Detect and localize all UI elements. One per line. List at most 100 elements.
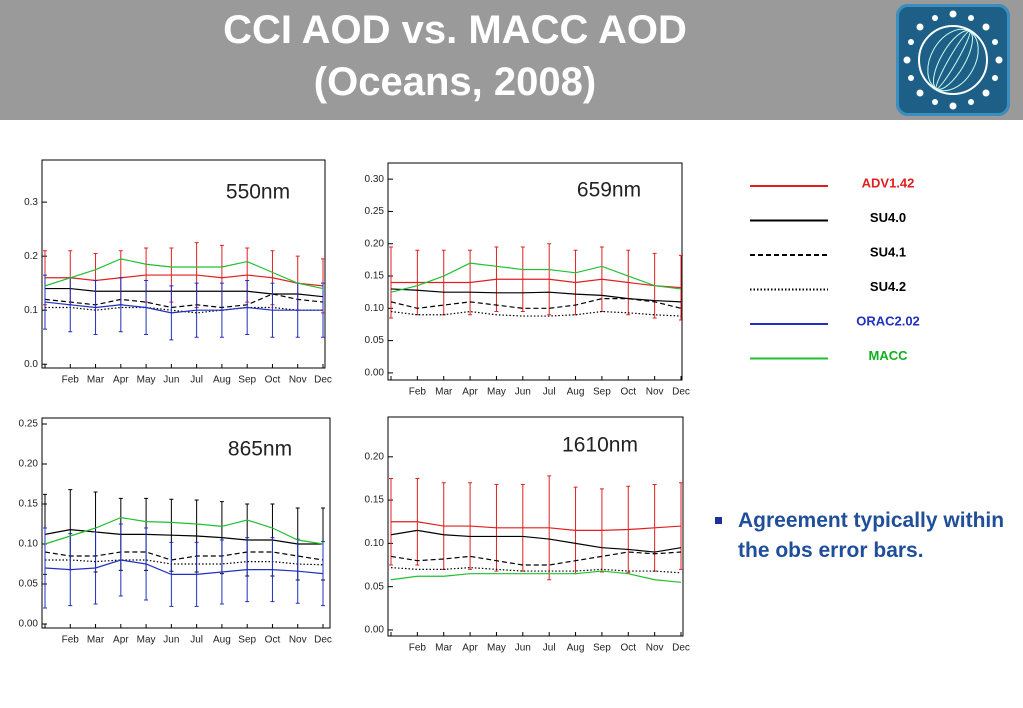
series-line xyxy=(44,293,324,309)
y-tick-label: 0.20 xyxy=(19,459,39,470)
x-tick-label: Nov xyxy=(646,643,664,654)
x-tick-label: Dec xyxy=(314,375,332,386)
x-tick-label: May xyxy=(137,635,156,646)
y-tick-label: 0.00 xyxy=(19,619,39,630)
y-tick-label: 0.05 xyxy=(365,335,385,346)
y-tick-label: 0.2 xyxy=(24,251,38,262)
series-line xyxy=(45,274,324,287)
series-line xyxy=(45,287,324,298)
x-tick-label: Dec xyxy=(314,635,332,646)
x-tick-label: Aug xyxy=(567,643,585,654)
y-tick-label: 0.10 xyxy=(19,539,39,550)
legend-label: SU4.2 xyxy=(870,279,906,294)
chart-label: 1610nm xyxy=(562,434,638,457)
series-line xyxy=(45,306,323,314)
series-line xyxy=(391,521,682,531)
y-tick-label: 0.25 xyxy=(19,419,39,430)
x-tick-label: Apr xyxy=(462,387,478,398)
y-tick-label: 0.05 xyxy=(19,579,39,590)
header-band xyxy=(0,0,1023,120)
y-tick-label: 0.0 xyxy=(24,359,38,370)
x-tick-label: Jun xyxy=(163,635,179,646)
plot-frame xyxy=(387,162,683,381)
y-tick-label: 0.30 xyxy=(365,174,385,185)
slide-title: (Oceans, 2008) xyxy=(313,60,597,104)
logo-art xyxy=(903,10,1003,110)
series-line xyxy=(44,551,324,561)
bullet-text: Agreement typically within the obs error… xyxy=(738,509,1005,562)
plot-frame xyxy=(387,416,684,637)
y-tick-label: 0.3 xyxy=(24,197,38,208)
x-tick-label: Mar xyxy=(87,635,105,646)
y-tick-label: 0.05 xyxy=(365,581,385,592)
x-tick-label: May xyxy=(487,643,506,654)
series-line xyxy=(390,310,682,317)
x-tick-label: Oct xyxy=(265,635,281,646)
plot-frame xyxy=(41,159,326,369)
series-line xyxy=(44,301,323,314)
x-tick-label: Jul xyxy=(543,643,556,654)
x-tick-label: Feb xyxy=(409,643,427,654)
error-bar xyxy=(43,274,47,330)
x-tick-label: Oct xyxy=(620,643,636,654)
y-tick-label: 0.20 xyxy=(365,451,385,462)
legend-label: SU4.1 xyxy=(870,244,906,259)
series-line xyxy=(390,570,682,583)
legend-label: MACC xyxy=(869,348,909,363)
series-line xyxy=(390,262,682,293)
x-tick-label: Sep xyxy=(593,643,611,654)
x-tick-label: Feb xyxy=(62,375,80,386)
x-tick-label: Jun xyxy=(515,387,531,398)
y-tick-label: 0.25 xyxy=(365,206,385,217)
y-tick-label: 0.00 xyxy=(365,368,385,379)
series-line xyxy=(45,559,324,566)
x-tick-label: Aug xyxy=(213,375,231,386)
x-tick-label: Mar xyxy=(87,375,105,386)
legend-label: ORAC2.02 xyxy=(856,313,920,328)
y-tick-label: 0.15 xyxy=(365,271,385,282)
x-tick-label: Aug xyxy=(567,387,585,398)
x-tick-label: Mar xyxy=(435,643,453,654)
logo xyxy=(896,4,1010,116)
x-tick-label: Jun xyxy=(515,643,531,654)
legend-label: SU4.0 xyxy=(870,210,906,225)
series-line xyxy=(390,529,682,553)
series-line xyxy=(44,559,324,575)
error-bar xyxy=(679,254,683,321)
chart-label: 865nm xyxy=(228,438,292,461)
y-tick-label: 0.1 xyxy=(24,305,38,316)
x-tick-label: May xyxy=(487,387,506,398)
x-tick-label: Apr xyxy=(462,643,478,654)
x-tick-label: Dec xyxy=(672,643,690,654)
y-tick-label: 0.10 xyxy=(365,538,385,549)
x-tick-label: Feb xyxy=(409,387,427,398)
series-line xyxy=(390,567,682,574)
x-tick-label: May xyxy=(137,375,156,386)
plot-frame xyxy=(41,417,331,629)
series-line xyxy=(391,278,682,289)
x-tick-label: Oct xyxy=(620,387,636,398)
x-tick-label: Jul xyxy=(543,387,556,398)
y-tick-label: 0.15 xyxy=(365,495,385,506)
x-tick-label: Jul xyxy=(190,375,203,386)
bullet-marker xyxy=(715,517,722,524)
x-tick-label: Nov xyxy=(646,387,664,398)
series-line xyxy=(44,258,324,290)
x-tick-label: Nov xyxy=(289,635,307,646)
x-tick-label: Dec xyxy=(672,387,690,398)
x-tick-label: Jun xyxy=(163,375,179,386)
x-tick-label: Sep xyxy=(238,635,256,646)
series-line xyxy=(44,516,324,545)
x-tick-label: Sep xyxy=(593,387,611,398)
x-tick-label: Aug xyxy=(213,635,231,646)
y-tick-label: 0.15 xyxy=(19,499,39,510)
slide-title: CCI AOD vs. MACC AOD xyxy=(223,8,687,52)
chart-label: 550nm xyxy=(226,181,290,204)
x-tick-label: Mar xyxy=(435,387,453,398)
y-tick-label: 0.20 xyxy=(365,238,385,249)
legend-label: ADV1.42 xyxy=(862,175,915,190)
x-tick-label: Apr xyxy=(113,375,129,386)
x-tick-label: Sep xyxy=(238,375,256,386)
